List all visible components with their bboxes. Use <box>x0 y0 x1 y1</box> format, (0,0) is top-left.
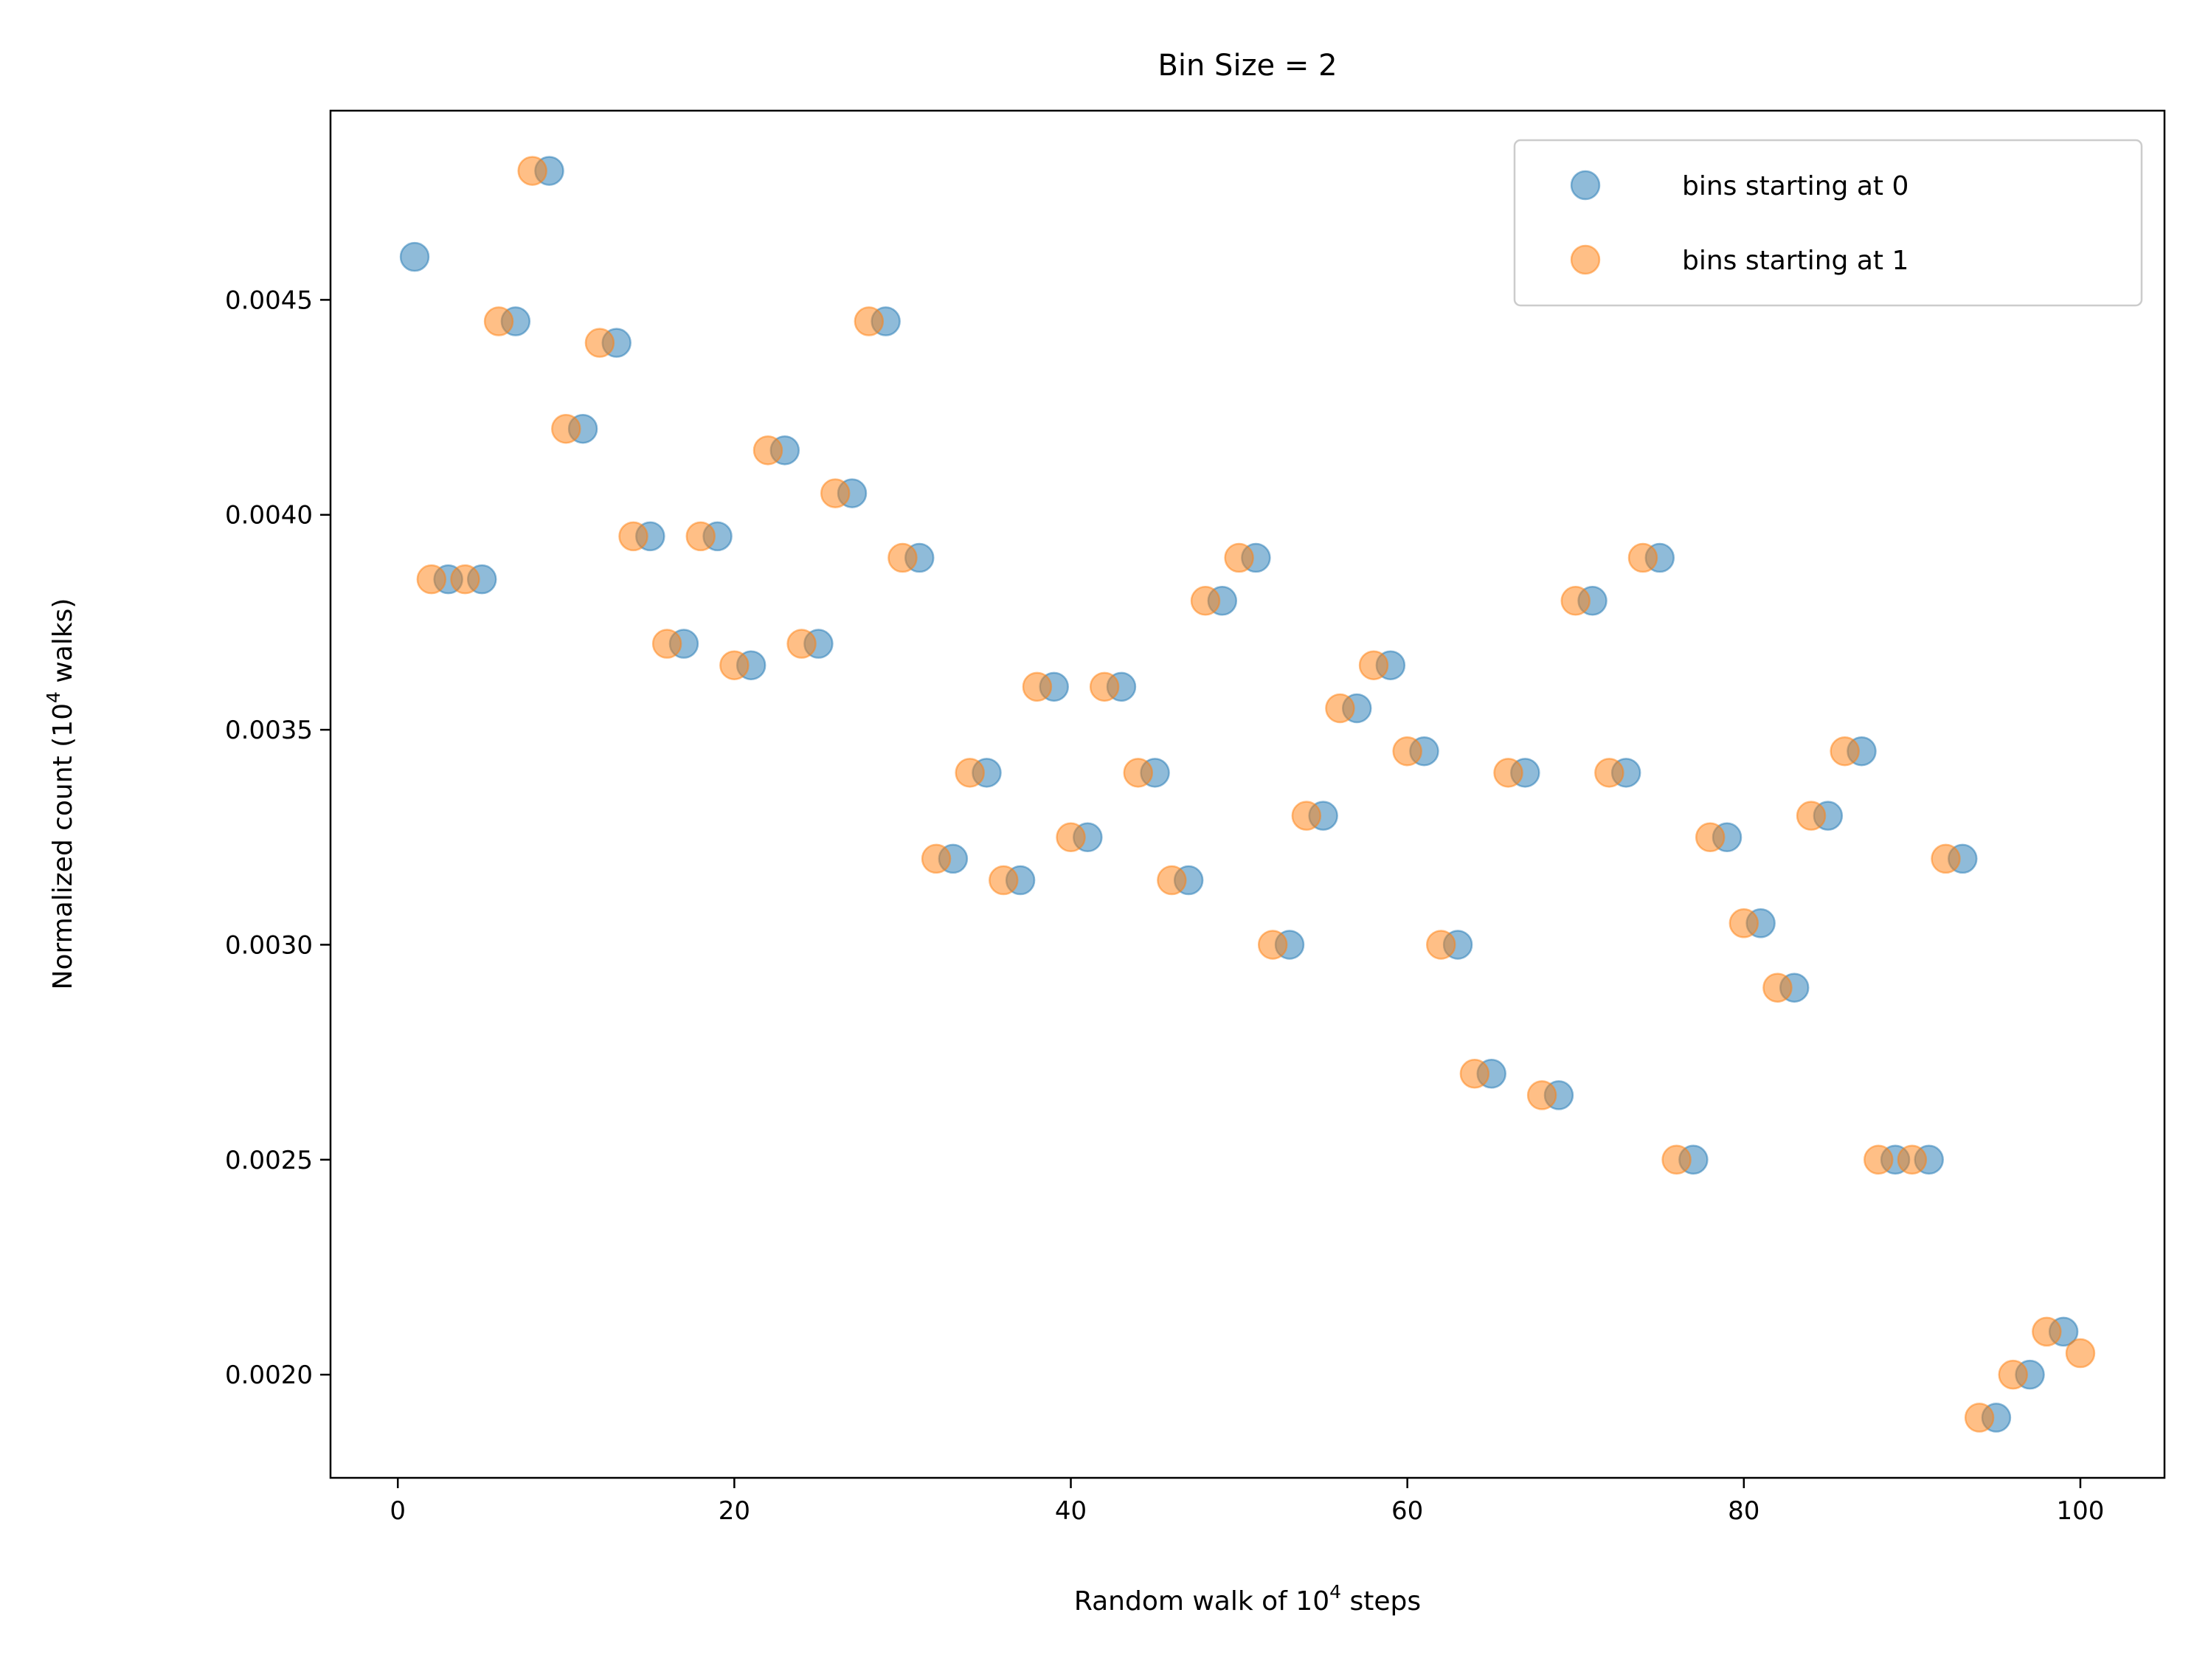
chart-title: Bin Size = 2 <box>1157 49 1337 83</box>
data-point-series-1 <box>1830 736 1860 767</box>
data-point-series-1 <box>450 564 480 595</box>
data-point-series-1 <box>1089 671 1120 702</box>
x-tick-label: 40 <box>1055 1496 1087 1526</box>
data-point-series-1 <box>1056 822 1086 853</box>
data-point-series-1 <box>719 650 750 680</box>
x-tick-label: 60 <box>1391 1496 1423 1526</box>
data-point-series-1 <box>854 306 885 336</box>
y-axis-label: Normalized count (104 walks) <box>43 598 78 990</box>
data-point-series-1 <box>1291 801 1322 831</box>
data-point-series-1 <box>1459 1059 1490 1089</box>
y-tick-label: 0.0040 <box>225 501 313 530</box>
data-point-series-1 <box>1796 801 1827 831</box>
data-point-series-1 <box>2032 1316 2062 1347</box>
y-tick-label: 0.0035 <box>225 716 313 745</box>
y-tick-label: 0.0030 <box>225 930 313 960</box>
x-axis-ticks: 0 20 40 60 80 100 <box>390 1478 2104 1526</box>
plot-frame <box>329 109 2166 1479</box>
y-tick-label: 0.0020 <box>225 1361 313 1390</box>
data-point-series-1 <box>1560 586 1591 616</box>
data-point-series-1 <box>2065 1338 2096 1369</box>
data-point-series-1 <box>921 843 952 874</box>
x-axis-label: Random walk of 104 steps <box>1074 1581 1421 1617</box>
data-point-series-1 <box>1224 542 1254 573</box>
data-point-series-1 <box>1931 843 1961 874</box>
legend-label-series-1: bins starting at 1 <box>1682 246 1908 276</box>
data-point-series-1 <box>1526 1080 1557 1110</box>
data-point-series-1 <box>786 629 817 659</box>
data-point-series-1 <box>1493 758 1523 788</box>
data-point-series-1 <box>1863 1144 1894 1175</box>
data-point-series-1 <box>1762 972 1793 1003</box>
data-point-series-1 <box>1594 758 1624 788</box>
y-tick-label: 0.0025 <box>225 1146 313 1175</box>
data-point-series-1 <box>1358 650 1389 680</box>
data-point-series-1 <box>584 328 615 358</box>
data-point-series-1 <box>651 629 682 659</box>
x-axis-label-after: steps <box>1341 1586 1421 1617</box>
data-point-series-1 <box>416 564 447 595</box>
data-point-series-1 <box>551 413 581 444</box>
data-point-series-1 <box>1627 542 1658 573</box>
data-point-series-1 <box>1728 908 1759 938</box>
y-axis-label-sup: 4 <box>43 691 64 703</box>
data-point-series-1 <box>887 542 918 573</box>
data-point-series-1 <box>1998 1359 2028 1390</box>
y-axis-label-base: Normalized count (10 <box>48 703 78 989</box>
data-point-series-0 <box>399 241 430 272</box>
data-point-series-1 <box>955 758 985 788</box>
x-tick-label: 20 <box>719 1496 750 1526</box>
data-point-series-1 <box>618 521 648 552</box>
data-point-series-1 <box>1426 930 1456 960</box>
y-axis-ticks: 0.0020 0.0025 0.0030 0.0035 0.0040 0.0045 <box>225 286 331 1390</box>
legend: bins starting at 0 bins starting at 1 <box>1513 139 2143 307</box>
data-point-series-1 <box>1257 930 1288 960</box>
data-point-series-1 <box>1964 1403 1995 1433</box>
data-point-series-1 <box>1897 1144 1928 1175</box>
data-point-series-1 <box>1157 865 1187 896</box>
data-point-series-1 <box>989 865 1019 896</box>
data-point-series-1 <box>517 156 547 186</box>
legend-box <box>1513 139 2143 307</box>
legend-marker-series-0 <box>1570 170 1601 201</box>
data-point-series-1 <box>1661 1144 1692 1175</box>
x-axis-label-base: Random walk of 10 <box>1074 1586 1329 1617</box>
legend-label-series-0: bins starting at 0 <box>1682 171 1908 201</box>
data-point-series-1 <box>820 478 851 508</box>
x-axis-label-sup: 4 <box>1329 1581 1341 1603</box>
data-point-series-1 <box>1325 693 1355 724</box>
data-point-series-1 <box>483 306 514 336</box>
data-point-series-1 <box>1695 822 1726 853</box>
data-point-series-1 <box>1190 586 1221 616</box>
data-point-series-1 <box>1392 736 1422 767</box>
x-tick-label: 100 <box>2057 1496 2105 1526</box>
data-point-series-1 <box>1022 671 1053 702</box>
data-point-series-1 <box>685 521 716 552</box>
x-tick-label: 0 <box>390 1496 406 1526</box>
y-axis-label-after: walks) <box>48 598 78 692</box>
x-tick-label: 80 <box>1728 1496 1759 1526</box>
data-points <box>399 156 2096 1433</box>
y-tick-label: 0.0045 <box>225 286 313 315</box>
data-point-series-1 <box>1123 758 1154 788</box>
legend-marker-series-1 <box>1570 244 1601 275</box>
data-point-series-1 <box>752 435 783 466</box>
